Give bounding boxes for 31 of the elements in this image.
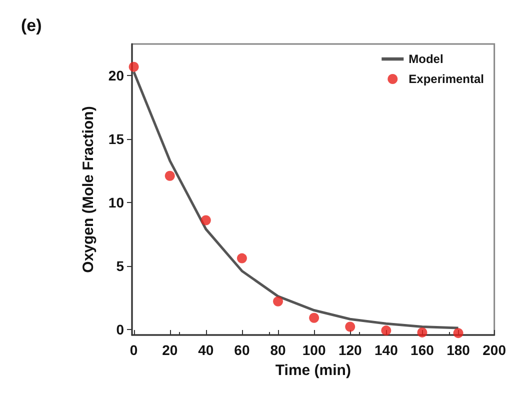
y-tick-label: 15 (108, 131, 124, 148)
x-tick-label: 60 (234, 342, 250, 358)
y-tick-label: 0 (116, 321, 124, 338)
x-tick-label: 0 (130, 342, 138, 358)
x-tick-label: 100 (302, 342, 326, 358)
point (164, 170, 175, 181)
x-axis-title: Time (min) (275, 362, 351, 379)
x-tick-label: 180 (446, 342, 470, 358)
y-tick-label: 20 (108, 68, 124, 84)
point (309, 312, 320, 323)
x-tick-label: 140 (374, 342, 398, 358)
chart-title: (e) (21, 16, 42, 35)
x-tick-label: 160 (410, 342, 434, 358)
x-tick-label: 40 (198, 342, 214, 358)
x-tick-label: 80 (270, 342, 286, 358)
point (453, 328, 464, 338)
y-tick-label: 5 (116, 258, 124, 274)
point (128, 62, 139, 72)
point (345, 322, 356, 332)
point (381, 326, 392, 336)
point (236, 253, 247, 264)
legend-label: Model (408, 52, 444, 66)
x-tick-label: 20 (162, 342, 178, 358)
legend-label: Experimental (408, 72, 484, 86)
point (273, 296, 284, 306)
x-tick-label: 200 (482, 342, 506, 358)
point (200, 215, 211, 226)
x-tick-label: 120 (338, 342, 362, 358)
y-axis-title: Oxygen (Mole Fraction) (80, 106, 97, 273)
y-tick-label: 10 (108, 194, 124, 210)
point (417, 327, 428, 338)
